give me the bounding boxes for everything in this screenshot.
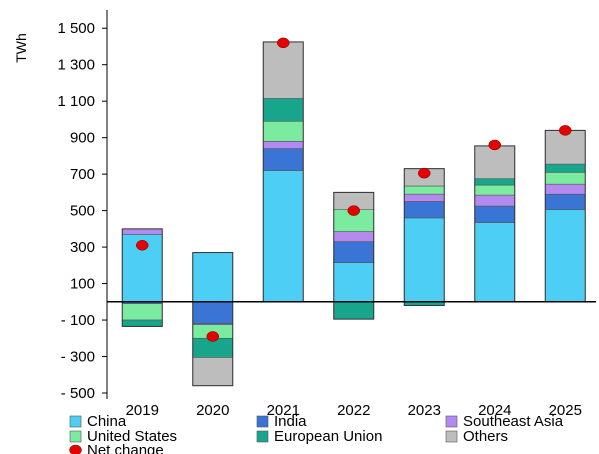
net-change-marker-2019 bbox=[136, 240, 149, 251]
y-tick-label: - 300 bbox=[61, 349, 95, 366]
bar-segment-china-2024 bbox=[474, 222, 516, 303]
bar-segment-european-union-2022 bbox=[333, 301, 375, 320]
bar-outline-2019 bbox=[121, 228, 163, 327]
bar-segment-european-union-2025 bbox=[544, 163, 586, 173]
y-tick-label: 900 bbox=[70, 130, 95, 147]
legend-others-swatch bbox=[445, 430, 458, 443]
bar-outline-2022 bbox=[333, 191, 375, 320]
x-tick-label: 2020 bbox=[196, 402, 229, 419]
x-tick-label: 2025 bbox=[549, 402, 582, 419]
x-tick-label: 2021 bbox=[267, 402, 300, 419]
bar-segment-india-2020 bbox=[192, 301, 234, 324]
y-tick-label: - 100 bbox=[61, 312, 95, 329]
bar-segment-united-states-2023 bbox=[403, 185, 445, 195]
bar-segment-india-2025 bbox=[544, 193, 586, 211]
y-tick-label: - 500 bbox=[61, 385, 95, 402]
bar-segment-united-states-2025 bbox=[544, 172, 586, 185]
bar-segment-southeast-asia-2022 bbox=[333, 231, 375, 242]
net-change-marker-2023 bbox=[418, 167, 431, 179]
bar-segment-united-states-2024 bbox=[474, 184, 516, 196]
legend-china-label: China bbox=[87, 413, 127, 430]
bar-segment-southeast-asia-2024 bbox=[474, 194, 516, 207]
legend-india-label: India bbox=[274, 413, 307, 430]
bar-segment-china-2020 bbox=[192, 252, 234, 303]
net-change-marker-2025 bbox=[559, 125, 572, 136]
bar-outline-2020 bbox=[192, 252, 234, 387]
y-tick-label: 300 bbox=[70, 239, 95, 256]
x-tick-label: 2024 bbox=[478, 402, 511, 419]
bar-segment-others-2021 bbox=[262, 41, 304, 99]
y-tick-label: 1 500 bbox=[57, 20, 95, 37]
plot-area: 1 500 1 300 1 100 900 700 500 300 100 - 100 - 300… bbox=[57, 10, 596, 419]
y-tick-label: 500 bbox=[70, 203, 95, 220]
legend-net-change-swatch bbox=[69, 444, 82, 454]
net-change-marker-2024 bbox=[488, 139, 501, 151]
bar-segment-southeast-asia-2023 bbox=[403, 193, 445, 202]
legend-southeast-asia-swatch bbox=[445, 415, 458, 428]
bar-segment-southeast-asia-2019 bbox=[121, 228, 163, 235]
bar-segment-china-2022 bbox=[333, 262, 375, 303]
x-tick-label: 2023 bbox=[408, 402, 441, 419]
y-tick-label: 1 100 bbox=[57, 93, 95, 110]
bar-segment-southeast-asia-2025 bbox=[544, 183, 586, 195]
bar-segment-others-2025 bbox=[544, 130, 586, 165]
x-tick-label: 2019 bbox=[126, 402, 159, 419]
bar-segment-others-2024 bbox=[474, 145, 516, 180]
bar-segment-india-2023 bbox=[403, 201, 445, 219]
bar-segment-united-states-2019 bbox=[121, 303, 163, 321]
legend: China India Southeast Asia United States Eur… bbox=[69, 413, 564, 454]
legend-southeast-asia-label: Southeast Asia bbox=[463, 413, 564, 430]
bar-segment-india-2024 bbox=[474, 205, 516, 223]
net-change-marker-2021 bbox=[277, 37, 290, 49]
legend-european-union-swatch bbox=[256, 430, 269, 443]
legend-others-label: Others bbox=[463, 428, 508, 445]
bar-segment-india-2021 bbox=[262, 148, 304, 171]
y-tick-label: 100 bbox=[70, 276, 95, 293]
legend-china-swatch bbox=[69, 415, 82, 428]
y-tick-label: 700 bbox=[70, 166, 95, 183]
bar-segment-china-2025 bbox=[544, 209, 586, 303]
legend-india-swatch bbox=[256, 415, 269, 428]
bar-segment-united-states-2021 bbox=[262, 120, 304, 142]
legend-net-change-label: Net change bbox=[87, 442, 164, 454]
bar-segment-southeast-asia-2021 bbox=[262, 141, 304, 149]
bar-segment-others-2020 bbox=[192, 357, 234, 387]
net-change-marker-2022 bbox=[347, 205, 360, 216]
bar-segment-china-2021 bbox=[262, 170, 304, 303]
bar-segment-european-union-2021 bbox=[262, 98, 304, 122]
x-tick-label: 2022 bbox=[337, 402, 370, 419]
y-tick-label: 1 300 bbox=[57, 57, 95, 74]
legend-united-states-swatch bbox=[69, 430, 82, 443]
bar-segment-european-union-2019 bbox=[121, 319, 163, 327]
bar-segment-india-2022 bbox=[333, 241, 375, 263]
legend-european-union-label: European Union bbox=[274, 428, 382, 445]
net-change-marker-2020 bbox=[206, 331, 219, 342]
legend-united-states-label: United States bbox=[87, 428, 177, 445]
y-axis-label: TWh bbox=[13, 33, 29, 63]
bar-segment-european-union-2024 bbox=[474, 178, 516, 186]
bar-segment-china-2023 bbox=[403, 217, 445, 303]
